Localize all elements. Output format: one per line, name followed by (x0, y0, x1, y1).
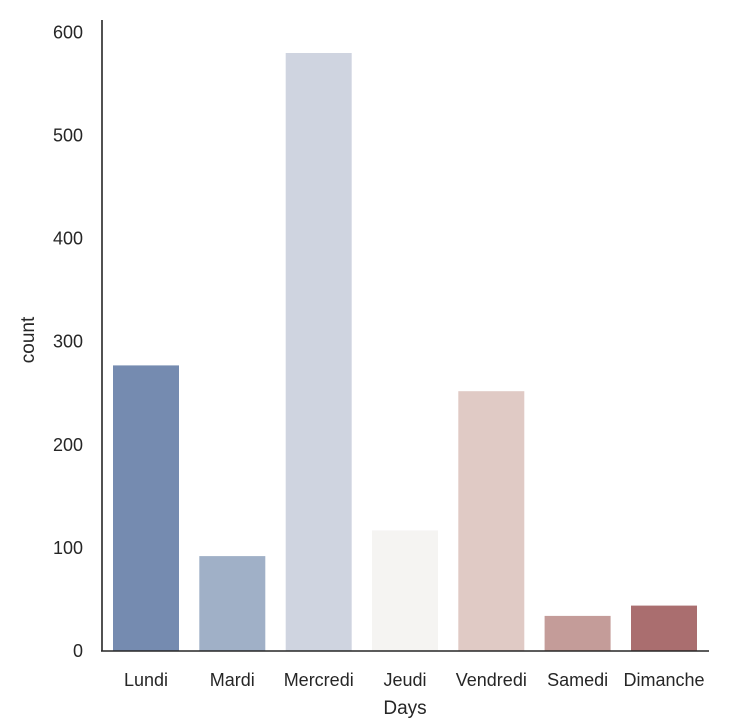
bar-mardi (199, 556, 266, 651)
bar-dimanche (631, 605, 697, 651)
x-tick-label: Dimanche (623, 670, 704, 690)
y-tick-label: 100 (53, 538, 83, 558)
x-tick-label: Vendredi (456, 670, 527, 690)
x-tick-label: Jeudi (383, 670, 426, 690)
x-tick-label: Mardi (210, 670, 255, 690)
bar-lundi (113, 365, 179, 651)
bar-samedi (544, 615, 611, 651)
y-tick-label: 0 (73, 641, 83, 661)
x-tick-label: Samedi (547, 670, 608, 690)
x-ticks-group: Lundi Mardi Mercredi Jeudi Vendredi Samedi Dim… (124, 670, 705, 690)
x-axis-label: Days (383, 698, 426, 719)
y-tick-label: 500 (53, 126, 83, 146)
y-tick-label: 600 (53, 22, 83, 42)
x-tick-label: Mercredi (284, 670, 354, 690)
y-ticks-group: 0 100 200 300 400 500 600 (53, 22, 83, 661)
bar-vendredi (458, 391, 525, 651)
bar-mercredi (285, 53, 352, 651)
y-tick-label: 300 (53, 332, 83, 352)
y-tick-label: 200 (53, 435, 83, 455)
bars-group (113, 53, 697, 651)
x-tick-label: Lundi (124, 670, 168, 690)
bar-jeudi (372, 530, 438, 651)
y-tick-label: 400 (53, 229, 83, 249)
y-axis-label: count (18, 316, 39, 363)
